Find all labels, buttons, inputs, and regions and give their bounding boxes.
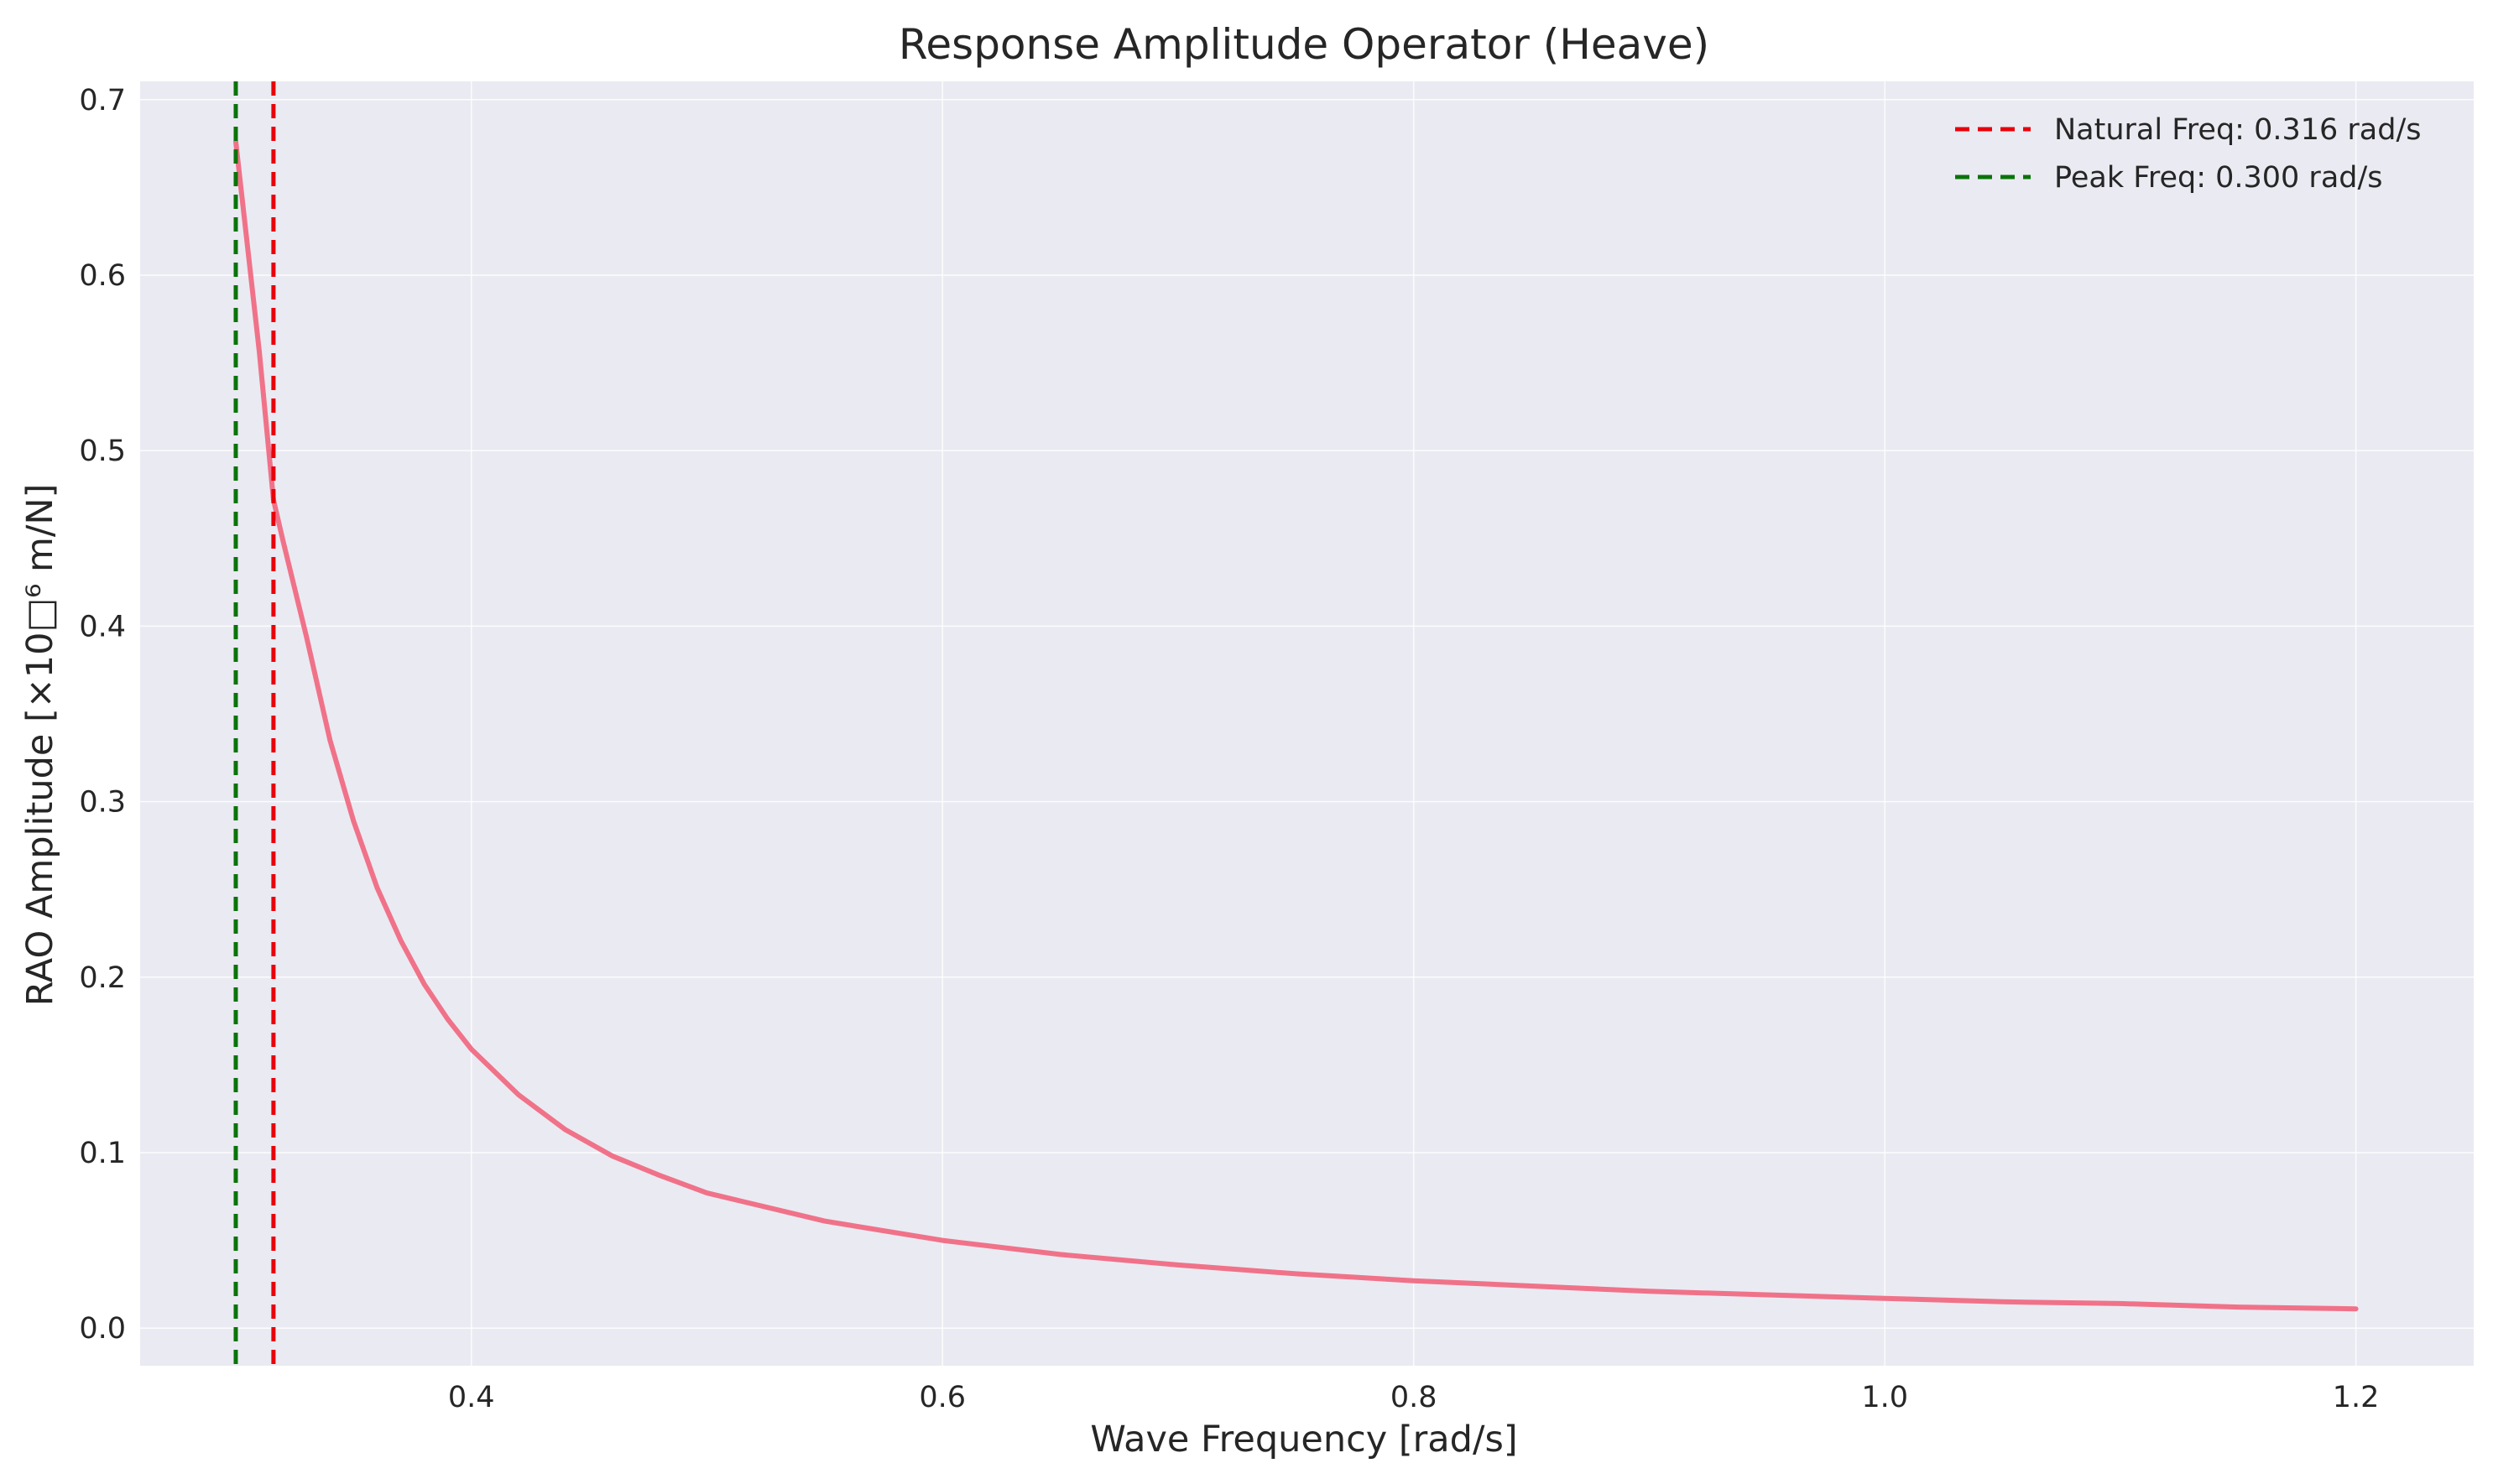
plot-area: 0.4 0.6 0.8 1.0 1.2 0.0 0.1 0.2 0.3 0.4 0.5 0.6 0.7 [79,81,2474,1414]
y-tick-label: 0.5 [79,435,126,468]
y-tick-label: 0.1 [79,1137,126,1170]
y-tick-label: 0.3 [79,786,126,820]
x-tick-label: 0.6 [919,1381,966,1414]
x-tick-label: 0.4 [448,1381,495,1414]
legend-label-natural-freq: Natural Freq: 0.316 rad/s [2054,113,2422,147]
y-tick-label: 0.4 [79,610,126,643]
legend: Natural Freq: 0.316 rad/s Peak Freq: 0.3… [1955,113,2422,195]
series-line-0 [233,139,2359,1312]
y-tick-label: 0.0 [79,1312,126,1346]
y-axis-label: RAO Amplitude [×10□⁶ m/N] [19,484,61,1007]
y-tick-label: 0.2 [79,961,126,995]
legend-label-peak-freq: Peak Freq: 0.300 rad/s [2054,161,2383,195]
y-tick-label: 0.6 [79,259,126,293]
chart-title: Response Amplitude Operator (Heave) [899,20,1709,69]
y-tick-label: 0.7 [79,84,126,117]
plot-background [140,81,2474,1366]
x-tick-label: 1.0 [1861,1381,1908,1414]
x-axis-label: Wave Frequency [rad/s] [1090,1419,1517,1461]
x-tick-label: 0.8 [1390,1381,1437,1414]
x-tick-label: 1.2 [2333,1381,2380,1414]
